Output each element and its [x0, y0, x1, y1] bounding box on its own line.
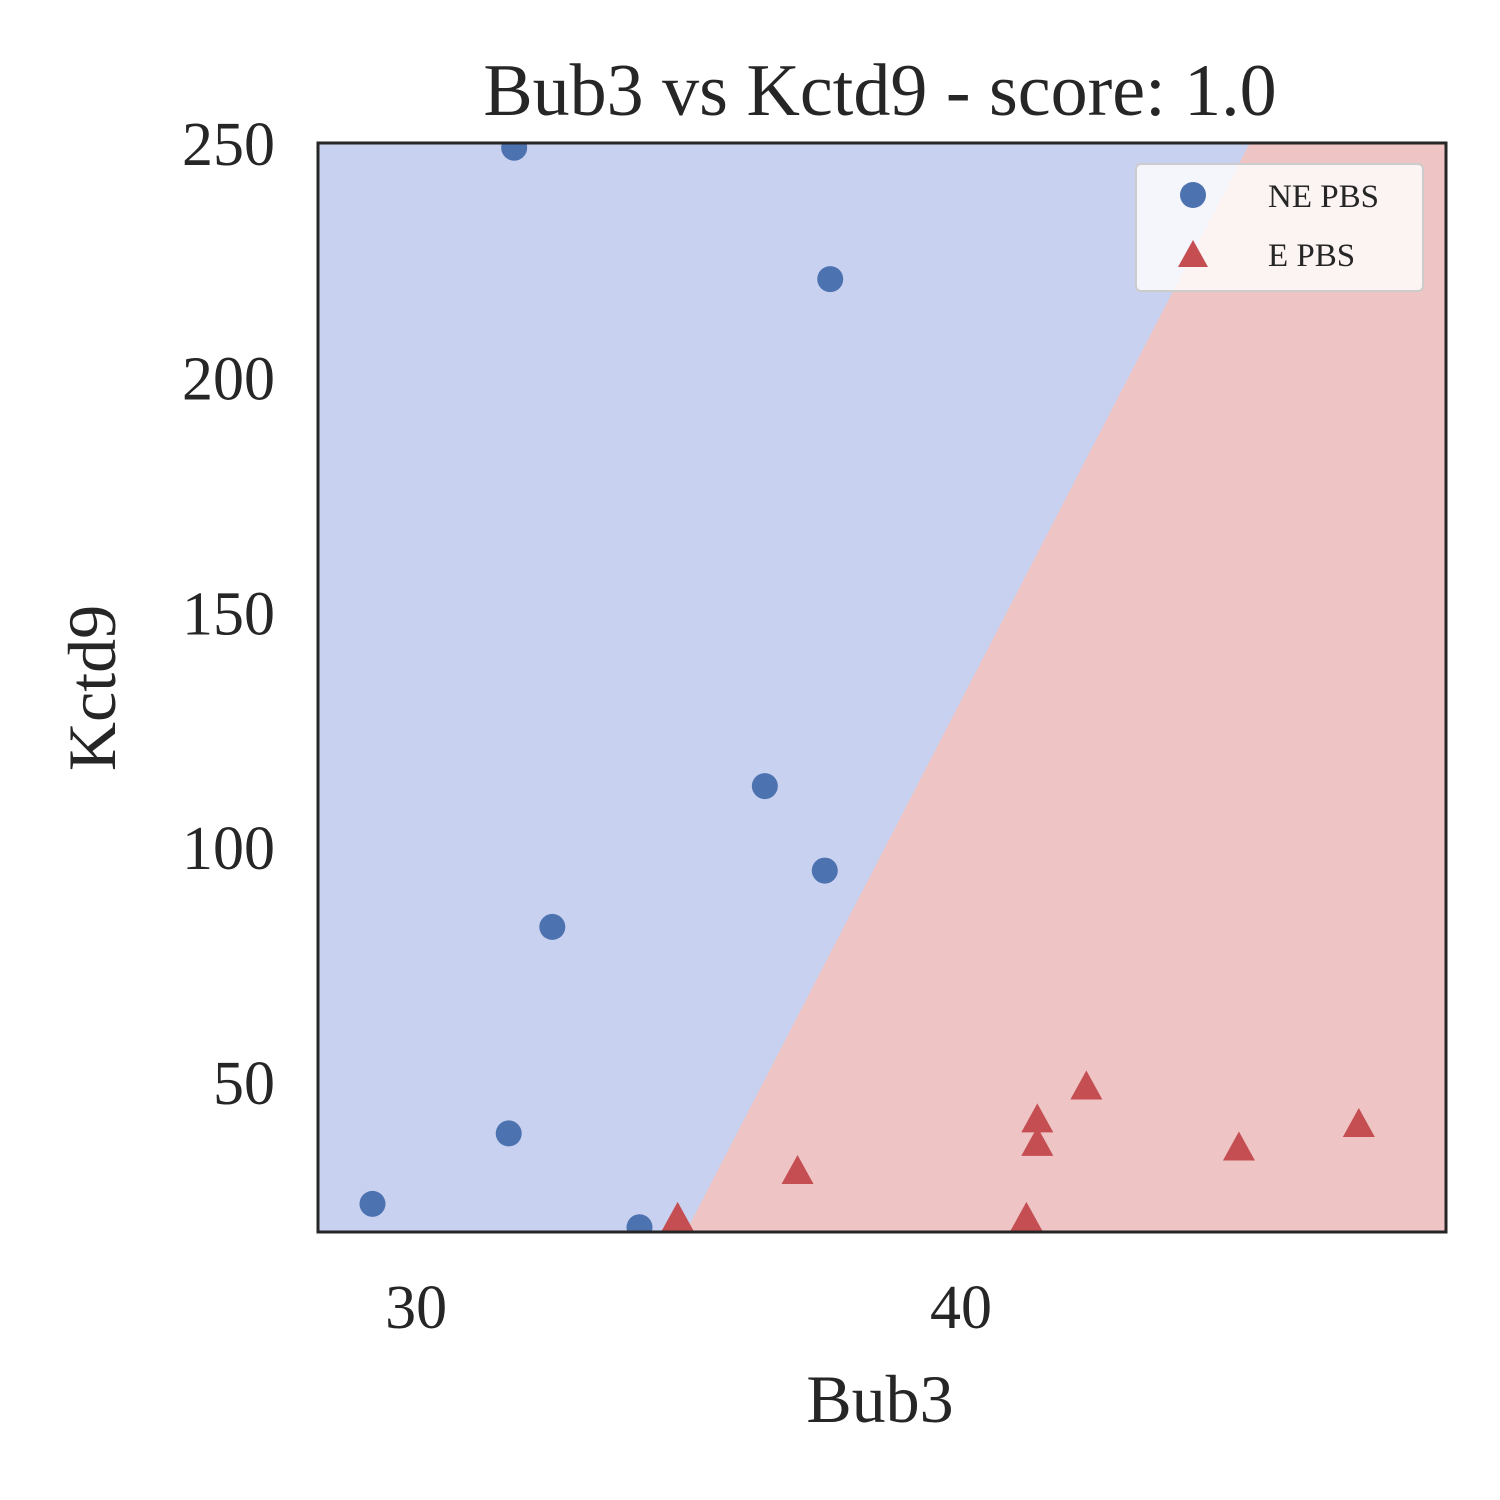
point-e-pbs-6	[1222, 1131, 1255, 1161]
point-e-pbs-4	[1021, 1103, 1054, 1133]
point-ne-pbs-2	[501, 143, 528, 161]
point-e-pbs-1	[781, 1154, 814, 1184]
point-e-pbs-0	[661, 1201, 694, 1231]
x-tick-label-40: 40	[930, 1274, 992, 1342]
x-axis-label: Bub3	[806, 1361, 953, 1437]
plot-frame	[316, 141, 1448, 1234]
point-e-pbs-3	[1021, 1126, 1054, 1156]
y-axis-ticks: 50 100 150 200 250	[182, 111, 275, 1118]
y-axis-label: Kctd9	[54, 605, 130, 771]
point-ne-pbs-3	[539, 913, 566, 940]
y-tick-label-250: 250	[182, 111, 275, 179]
y-tick-label-100: 100	[182, 815, 275, 883]
x-tick-label-30: 30	[385, 1274, 447, 1342]
point-ne-pbs-5	[751, 773, 778, 800]
y-tick-label-150: 150	[182, 580, 275, 648]
point-ne-pbs-7	[817, 266, 844, 293]
y-tick-label-200: 200	[182, 346, 275, 414]
legend: NE PBS E PBS	[1135, 163, 1424, 292]
data-points	[359, 143, 1375, 1232]
legend-marker-ne-pbs	[1180, 182, 1206, 208]
point-e-pbs-5	[1070, 1070, 1103, 1100]
y-tick-label-50: 50	[213, 1050, 275, 1118]
decision-regions	[318, 143, 1446, 1232]
legend-marker-e-pbs	[1178, 240, 1208, 267]
chart-title: Bub3 vs Kctd9 - score: 1.0	[483, 50, 1276, 132]
point-ne-pbs-6	[811, 857, 838, 884]
point-e-pbs-2	[1010, 1201, 1043, 1231]
legend-box	[1135, 163, 1424, 292]
legend-label-e-pbs: E PBS	[1268, 238, 1355, 274]
x-axis-ticks: 30 40	[385, 1274, 992, 1342]
point-ne-pbs-1	[495, 1120, 522, 1147]
point-e-pbs-7	[1342, 1108, 1375, 1138]
point-ne-pbs-4	[626, 1214, 653, 1232]
region-ne-pbs	[318, 143, 1250, 1232]
legend-label-ne-pbs: NE PBS	[1268, 179, 1379, 215]
point-ne-pbs-0	[359, 1190, 386, 1217]
